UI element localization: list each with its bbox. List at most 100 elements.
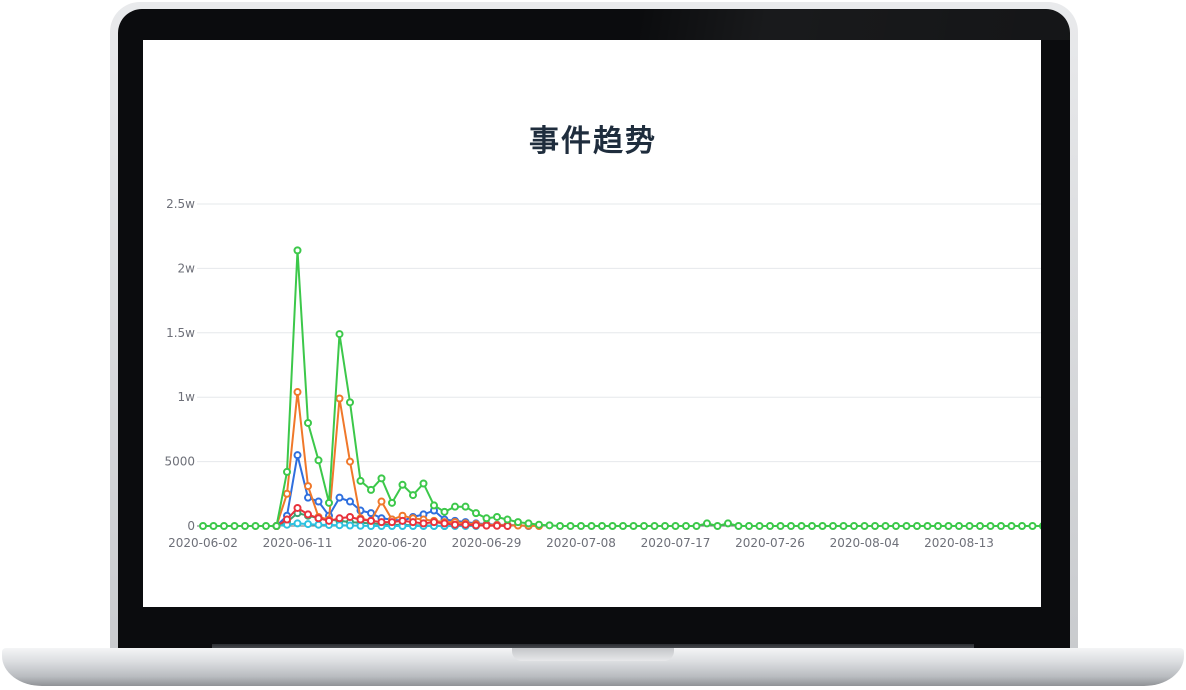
- data-point: [808, 522, 816, 530]
- data-point: [461, 502, 470, 511]
- data-point: [314, 520, 323, 529]
- data-point: [335, 493, 344, 502]
- data-point: [955, 522, 963, 530]
- data-point: [283, 467, 291, 476]
- data-point: [262, 522, 270, 530]
- x-tick-label: 2020-06-20: [357, 536, 427, 550]
- data-point: [230, 522, 239, 530]
- data-point: [293, 246, 302, 255]
- data-point: [472, 509, 480, 518]
- x-tick-label: 202: [1042, 536, 1065, 550]
- data-point: [755, 522, 764, 530]
- data-point: [293, 519, 302, 528]
- base-opening-notch: [512, 648, 674, 661]
- series-lines: [199, 246, 1067, 530]
- data-point: [346, 497, 354, 506]
- laptop-hinge: [212, 644, 974, 650]
- data-point: [293, 388, 302, 397]
- data-point: [661, 522, 669, 530]
- data-point: [944, 522, 953, 530]
- chart-title: 事件趋势: [529, 124, 657, 159]
- data-point: [241, 522, 249, 530]
- data-point: [1039, 522, 1041, 530]
- data-point: [818, 522, 827, 530]
- y-axis-tick-labels: 0 5000 1w 1.5w 2w 2.5w: [164, 197, 195, 533]
- data-point: [587, 522, 596, 530]
- x-tick-label: 2020-06-11: [263, 536, 333, 550]
- data-point: [335, 330, 344, 339]
- data-point: [398, 516, 407, 525]
- data-point: [293, 503, 302, 512]
- data-point: [335, 521, 344, 530]
- data-point: [325, 516, 333, 525]
- data-point: [430, 518, 438, 527]
- x-tick-label: 2020-06-02: [168, 536, 238, 550]
- data-point: [692, 522, 701, 530]
- data-point: [745, 522, 753, 530]
- data-point: [388, 498, 396, 507]
- data-point: [566, 522, 575, 530]
- data-point: [871, 522, 879, 530]
- data-point: [1051, 523, 1057, 529]
- data-point: [388, 518, 396, 527]
- data-point: [304, 510, 312, 519]
- data-point: [493, 521, 501, 530]
- data-point: [503, 522, 512, 530]
- data-point: [199, 522, 207, 530]
- data-point: [860, 522, 869, 530]
- y-tick-label: 1w: [178, 390, 196, 404]
- data-point: [346, 398, 354, 407]
- x-axis-tick-labels: 2020-06-02 2020-06-11 2020-06-20 2020-06-29…: [168, 536, 1065, 550]
- x-tick-label: 2020-08-13: [924, 536, 994, 550]
- data-point: [272, 522, 281, 530]
- data-point: [608, 522, 617, 530]
- data-point: [892, 522, 900, 530]
- data-point: [472, 521, 480, 530]
- data-point: [1018, 522, 1026, 530]
- data-point: [356, 515, 365, 524]
- data-point: [482, 514, 491, 523]
- data-point: [577, 522, 585, 530]
- data-point: [1007, 522, 1016, 530]
- data-point: [934, 522, 942, 530]
- data-point: [356, 476, 365, 485]
- data-point: [419, 479, 428, 488]
- data-point: [493, 512, 501, 521]
- data-point: [797, 522, 806, 530]
- data-point: [713, 522, 722, 530]
- data-point: [209, 522, 218, 530]
- data-point: [1061, 523, 1067, 529]
- data-point: [839, 522, 848, 530]
- data-point: [724, 519, 732, 528]
- data-point: [377, 474, 386, 483]
- data-point: [776, 522, 785, 530]
- data-point: [304, 418, 312, 427]
- data-point: [314, 456, 323, 465]
- data-point: [409, 491, 417, 500]
- data-point: [514, 518, 522, 527]
- data-point: [829, 522, 837, 530]
- data-point: [304, 482, 312, 491]
- data-point: [398, 480, 407, 489]
- data-point: [902, 522, 911, 530]
- data-point: [325, 498, 333, 507]
- bezel-reflection: [640, 9, 1070, 40]
- data-point: [419, 519, 428, 528]
- data-point: [283, 489, 291, 498]
- data-point: [650, 522, 659, 530]
- data-point: [451, 520, 459, 529]
- data-point: [734, 522, 743, 530]
- data-point: [997, 522, 1005, 530]
- data-point: [629, 522, 638, 530]
- data-point: [976, 522, 984, 530]
- data-point: [377, 518, 386, 527]
- data-point: [367, 509, 375, 518]
- data-point: [409, 518, 417, 527]
- data-point: [440, 507, 449, 516]
- y-tick-label: 5000: [164, 455, 195, 469]
- data-point: [913, 522, 921, 530]
- data-point: [346, 457, 354, 466]
- data-point: [367, 485, 375, 494]
- data-point: [703, 519, 711, 528]
